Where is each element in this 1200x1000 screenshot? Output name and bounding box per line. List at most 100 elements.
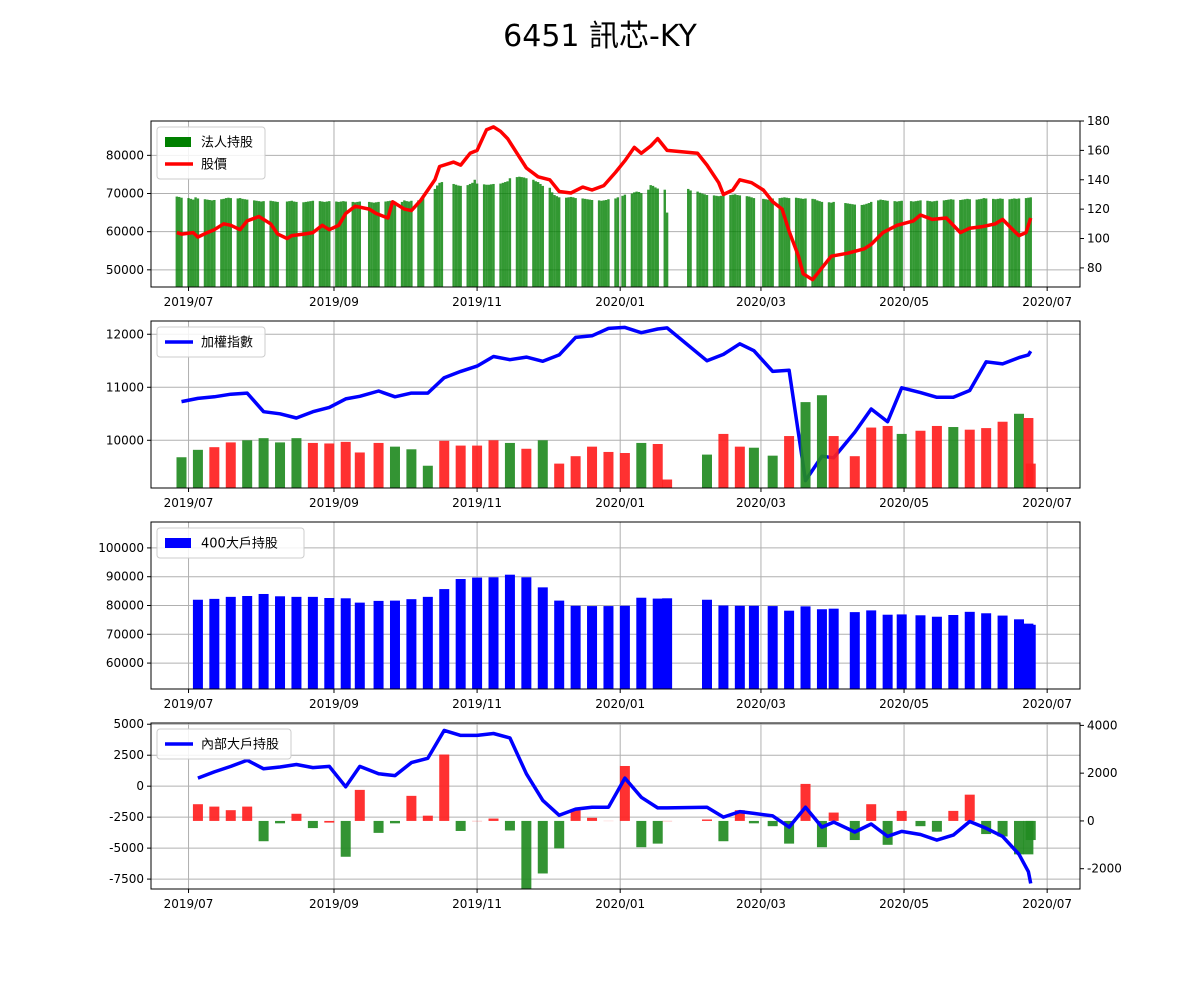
bar-mark bbox=[213, 199, 216, 287]
bar-mark bbox=[324, 820, 335, 823]
bar-mark bbox=[731, 194, 734, 287]
bar-mark bbox=[328, 201, 331, 287]
bar-mark bbox=[236, 198, 240, 287]
bar-mark bbox=[662, 598, 673, 689]
bar-mark bbox=[309, 201, 312, 287]
bar-mark bbox=[630, 193, 634, 287]
bar-mark bbox=[942, 200, 946, 287]
bar-mark bbox=[616, 197, 620, 287]
bar-mark bbox=[518, 176, 521, 287]
bar-mark bbox=[554, 600, 565, 689]
series-line bbox=[197, 728, 1033, 884]
bar-mark bbox=[801, 198, 805, 287]
bar-mark bbox=[433, 188, 437, 287]
y-tick-label: 0 bbox=[136, 779, 144, 793]
bar-mark bbox=[909, 201, 913, 287]
bar-mark bbox=[262, 201, 265, 287]
bar-mark bbox=[229, 198, 232, 287]
bar-mark bbox=[752, 198, 756, 287]
bar-mark bbox=[339, 201, 343, 287]
bar-mark bbox=[588, 199, 591, 287]
bar-mark bbox=[919, 200, 922, 287]
bar-mark bbox=[1017, 198, 1021, 287]
figure-title: 6451 訊芯-KY bbox=[503, 19, 697, 54]
bar-mark bbox=[828, 812, 839, 821]
bar-mark bbox=[767, 820, 778, 827]
bar-mark bbox=[525, 178, 528, 287]
x-tick-label: 2020/03 bbox=[736, 295, 786, 309]
bar-mark bbox=[537, 440, 548, 488]
bar-mark bbox=[637, 191, 641, 287]
bar-mark bbox=[504, 820, 515, 831]
bar-mark bbox=[813, 199, 817, 287]
bar-mark bbox=[952, 199, 955, 287]
bar-mark bbox=[406, 795, 417, 821]
bar-mark bbox=[916, 200, 920, 287]
x-tick-label: 2019/07 bbox=[164, 295, 214, 309]
bar-mark bbox=[619, 765, 630, 821]
bar-mark bbox=[581, 198, 584, 287]
bar-mark bbox=[1023, 418, 1034, 488]
x-tick-label: 2020/07 bbox=[1022, 697, 1072, 711]
x-tick-label: 2019/11 bbox=[452, 697, 502, 711]
bar-mark bbox=[635, 191, 638, 287]
bar-mark bbox=[915, 430, 926, 488]
bar-mark bbox=[537, 820, 548, 874]
bar-mark bbox=[778, 198, 781, 287]
bar-mark bbox=[935, 200, 939, 287]
bar-mark bbox=[614, 198, 617, 287]
bar-mark bbox=[324, 443, 335, 488]
legend-box bbox=[156, 326, 266, 358]
bar-mark bbox=[455, 445, 466, 488]
bar-mark bbox=[391, 201, 394, 287]
y-tick-label: 2500 bbox=[113, 748, 144, 762]
bar-mark bbox=[356, 201, 359, 287]
bar-mark bbox=[206, 199, 209, 287]
bar-mark bbox=[603, 451, 614, 488]
legend-swatch bbox=[165, 137, 191, 147]
x-tick-label: 2020/01 bbox=[595, 496, 645, 510]
bar-mark bbox=[472, 445, 483, 488]
bar-mark bbox=[828, 436, 839, 488]
bar-mark bbox=[997, 615, 1008, 689]
bar-mark bbox=[253, 200, 256, 287]
bar-mark bbox=[734, 446, 745, 488]
bar-mark bbox=[652, 598, 663, 689]
bar-mark bbox=[532, 179, 535, 287]
x-tick-label: 2019/09 bbox=[309, 897, 359, 911]
bar-mark bbox=[290, 200, 293, 287]
bar-mark bbox=[750, 197, 753, 287]
y-tick-label: 70000 bbox=[106, 187, 144, 201]
x-tick-label: 2019/07 bbox=[164, 897, 214, 911]
bar-mark bbox=[275, 596, 286, 689]
bar-mark bbox=[548, 187, 552, 287]
bar-mark bbox=[800, 606, 811, 689]
chart-panel: 2019/07 2019/09 2019/11 2020/01 2020/03 2020/… bbox=[98, 521, 1081, 711]
y-tick-label: 70000 bbox=[106, 627, 144, 641]
bar-mark bbox=[849, 456, 860, 488]
bar-mark bbox=[820, 201, 824, 287]
bar-mark bbox=[353, 202, 357, 287]
bar-mark bbox=[537, 587, 548, 689]
bar-mark bbox=[489, 184, 493, 287]
bar-mark bbox=[783, 197, 786, 287]
bar-mark bbox=[663, 189, 666, 287]
bar-mark bbox=[245, 199, 249, 287]
bar-mark bbox=[698, 192, 702, 287]
bar-mark bbox=[504, 182, 507, 287]
bar-mark bbox=[607, 199, 610, 287]
bar-mark bbox=[729, 195, 732, 287]
bar-mark bbox=[306, 201, 310, 287]
legend-swatch bbox=[165, 538, 191, 548]
bar-mark bbox=[375, 202, 378, 287]
bar-mark bbox=[367, 201, 371, 287]
bar-mark bbox=[194, 197, 197, 287]
bar-mark bbox=[623, 194, 627, 287]
chart-panel: 2019/07 2019/09 2019/11 2020/01 2020/03 2020/… bbox=[106, 320, 1081, 510]
bar-mark bbox=[966, 198, 969, 287]
bar-mark bbox=[521, 820, 532, 889]
bar-mark bbox=[879, 199, 882, 287]
y-tick-label: 11000 bbox=[106, 380, 144, 394]
bar-mark bbox=[276, 201, 279, 287]
